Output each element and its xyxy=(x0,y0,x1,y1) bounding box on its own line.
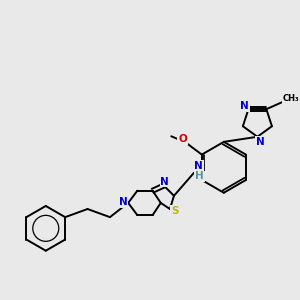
Text: H: H xyxy=(195,172,204,182)
Text: N: N xyxy=(160,176,169,187)
Text: N: N xyxy=(119,197,128,207)
Text: N: N xyxy=(240,101,249,111)
Text: O: O xyxy=(178,134,187,144)
Text: N: N xyxy=(194,161,203,171)
Text: CH₃: CH₃ xyxy=(283,94,299,103)
Text: S: S xyxy=(171,206,179,216)
Text: N: N xyxy=(256,137,265,147)
